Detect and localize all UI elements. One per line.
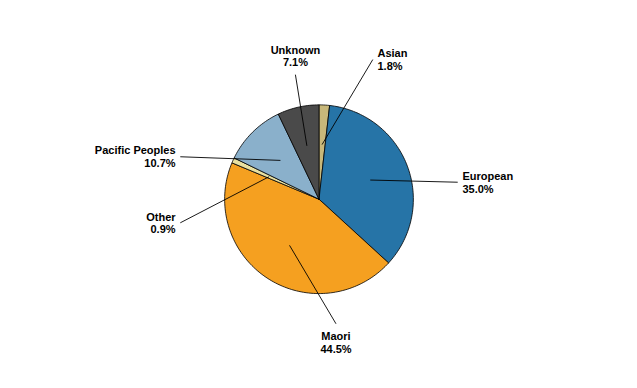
svg-text:Asian1.8%: Asian1.8% [378, 47, 408, 72]
svg-text:Other0.9%: Other0.9% [146, 211, 176, 236]
svg-text:European35.0%: European35.0% [462, 170, 513, 195]
svg-text:Unknown7.1%: Unknown7.1% [271, 44, 321, 69]
svg-text:Pacific Peoples10.7%: Pacific Peoples10.7% [95, 144, 176, 169]
svg-text:Maori44.5%: Maori44.5% [320, 330, 351, 355]
